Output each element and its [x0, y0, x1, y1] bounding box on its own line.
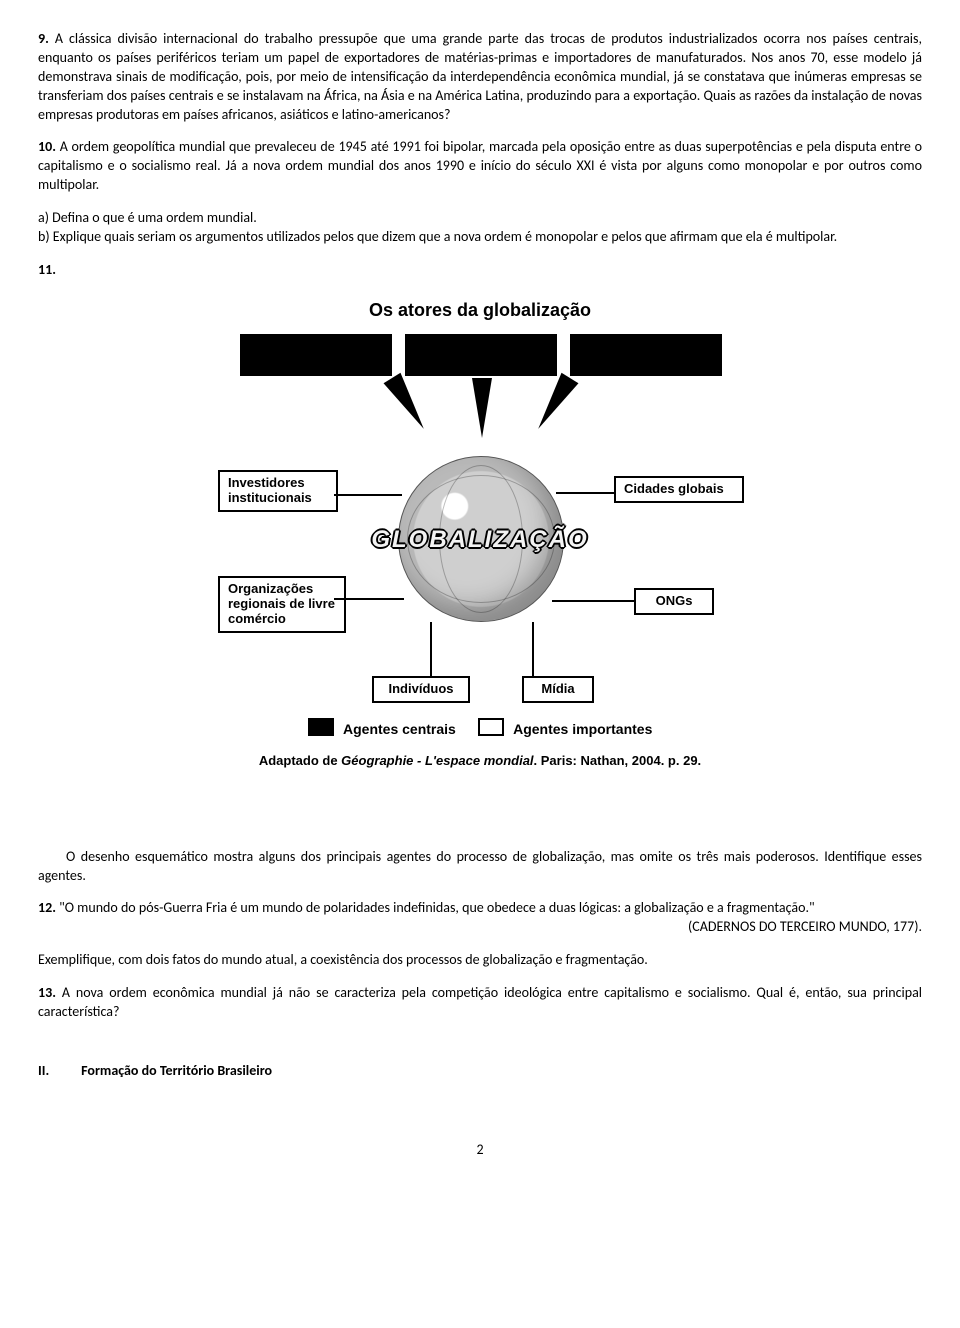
- connector-line: [532, 622, 534, 676]
- box-investidores: Investidores institucionais: [218, 470, 338, 512]
- box-individuos: Indivíduos: [372, 676, 470, 703]
- connector-line: [334, 598, 404, 600]
- q9-number: 9.: [38, 30, 49, 47]
- question-12: 12. "O mundo do pós-Guerra Fria é um mun…: [38, 899, 922, 918]
- diagram-legend: Agentes centrais Agentes importantes: [200, 718, 760, 739]
- question-13: 13. A nova ordem econômica mundial já nã…: [38, 984, 922, 1022]
- connector-line: [552, 600, 634, 602]
- q12-quote: "O mundo do pós-Guerra Fria é um mundo d…: [59, 899, 815, 916]
- credit-suffix: . Paris: Nathan, 2004. p. 29.: [534, 753, 702, 768]
- credit-prefix: Adaptado de: [259, 753, 341, 768]
- globe-label: GLOBALIZAÇÃO: [350, 524, 610, 556]
- section-roman: II.: [38, 1062, 78, 1081]
- diagram-title: Os atores da globalização: [200, 298, 760, 322]
- legend-importantes: Agentes importantes: [513, 721, 652, 737]
- legend-central: Agentes centrais: [343, 721, 456, 737]
- legend-swatch-filled-icon: [308, 718, 334, 736]
- q10-number: 10.: [38, 138, 56, 155]
- connector-line: [556, 492, 616, 494]
- central-agent-box-1: [240, 334, 392, 376]
- box-midia: Mídia: [522, 676, 594, 703]
- q11-number: 11.: [38, 261, 56, 278]
- q12-source: (CADERNOS DO TERCEIRO MUNDO, 177).: [38, 918, 922, 937]
- page-number: 2: [38, 1141, 922, 1160]
- q12-task: Exemplifique, com dois fatos do mundo at…: [38, 951, 922, 970]
- box-cidades-globais: Cidades globais: [614, 476, 744, 503]
- question-10: 10. A ordem geopolítica mundial que prev…: [38, 138, 922, 195]
- arrow-down-icon: [530, 372, 579, 433]
- box-ongs: ONGs: [634, 588, 714, 615]
- q11-caption: O desenho esquemático mostra alguns dos …: [38, 848, 922, 886]
- connector-line: [430, 622, 432, 676]
- central-agent-box-3: [570, 334, 722, 376]
- legend-swatch-empty-icon: [478, 718, 504, 736]
- q13-text: A nova ordem econômica mundial já não se…: [38, 984, 922, 1020]
- q10-text: A ordem geopolítica mundial que prevalec…: [38, 138, 922, 193]
- arrow-down-icon: [384, 372, 433, 433]
- q13-number: 13.: [38, 984, 56, 1001]
- connector-line: [334, 494, 402, 496]
- section-heading: II. Formação do Território Brasileiro: [38, 1062, 922, 1081]
- section-title-text: Formação do Território Brasileiro: [81, 1062, 272, 1079]
- box-organizacoes: Organizações regionais de livre comércio: [218, 576, 346, 633]
- q9-text: A clássica divisão internacional do trab…: [38, 30, 922, 123]
- q12-number: 12.: [38, 899, 56, 916]
- central-agent-box-2: [405, 334, 557, 376]
- question-11: 11.: [38, 261, 922, 280]
- diagram-credit: Adaptado de Géographie - L'espace mondia…: [200, 752, 760, 770]
- q10-a: a) Defina o que é uma ordem mundial.: [38, 209, 922, 228]
- credit-title: Géographie - L'espace mondial: [341, 753, 533, 768]
- globalization-diagram: Os atores da globalização GLOBALIZAÇÃO I…: [38, 298, 922, 824]
- q10-b: b) Explique quais seriam os argumentos u…: [38, 228, 922, 247]
- diagram-canvas: Os atores da globalização GLOBALIZAÇÃO I…: [200, 298, 760, 818]
- question-9: 9. A clássica divisão internacional do t…: [38, 30, 922, 124]
- arrow-down-icon: [472, 378, 492, 438]
